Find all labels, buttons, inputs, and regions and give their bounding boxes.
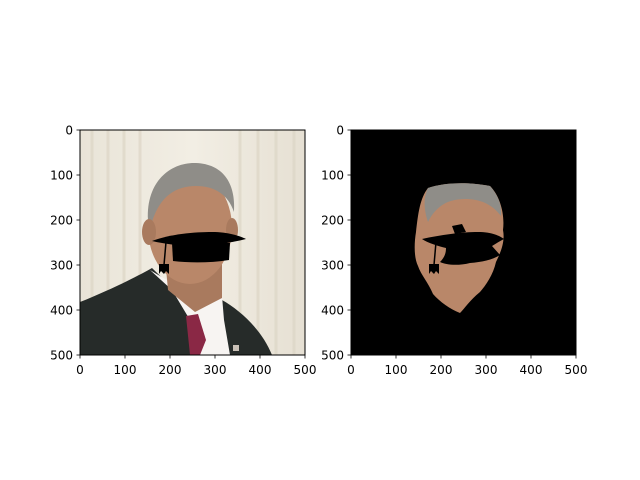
- right-axes-frame: [350, 129, 577, 356]
- right-x-tick-label-2: 200: [430, 363, 453, 377]
- right-x-tick-label-4: 400: [520, 363, 543, 377]
- right-y-tick-label-0: 0: [336, 124, 344, 138]
- left-y-tick-label-3: 300: [50, 259, 73, 273]
- left-y-tick-label-4: 400: [50, 304, 73, 318]
- hat-cutout: [422, 232, 504, 265]
- right-x-tick-label-3: 300: [475, 363, 498, 377]
- curtain-folds: [90, 130, 296, 355]
- left-x-tick-label-2: 200: [159, 363, 182, 377]
- right-y-tick-label-4: 400: [321, 304, 344, 318]
- right-y-tick-label-3: 300: [321, 259, 344, 273]
- left-y-tick-label-5: 500: [50, 349, 73, 363]
- left-x-tick-label-3: 300: [204, 363, 227, 377]
- right-y-tick-label-2: 200: [321, 214, 344, 228]
- right-image-panel: [351, 130, 576, 355]
- left-y-tick-label-1: 100: [50, 169, 73, 183]
- left-x-tick-label-5: 500: [294, 363, 317, 377]
- left-y-tick-label-0: 0: [65, 124, 73, 138]
- right-y-tick-label-1: 100: [321, 169, 344, 183]
- mortarboard-band: [172, 243, 230, 263]
- left-y-tick-label-2: 200: [50, 214, 73, 228]
- necktie: [186, 314, 206, 355]
- left-ear: [142, 219, 156, 245]
- left-axes-frame: [79, 129, 306, 356]
- hair: [147, 162, 235, 222]
- masked-tassel-cord: [433, 241, 437, 266]
- hat-notch: [452, 224, 466, 234]
- left-x-tick-label-1: 100: [114, 363, 137, 377]
- left-image-panel: [80, 130, 305, 355]
- shirt-collar: [150, 270, 230, 355]
- left-x-tick-label-4: 400: [249, 363, 272, 377]
- right-x-tick-label-0: 0: [347, 363, 355, 377]
- lapel-pin: [233, 345, 239, 351]
- tassel: [159, 264, 169, 274]
- right-x-tick-label-5: 500: [565, 363, 588, 377]
- right-y-tick-label-5: 500: [321, 349, 344, 363]
- left-x-tick-label-0: 0: [76, 363, 84, 377]
- tassel-cord: [163, 241, 167, 266]
- right-x-tick-label-1: 100: [385, 363, 408, 377]
- masked-tassel: [429, 264, 439, 274]
- mortarboard-top: [152, 232, 246, 246]
- hair-region: [424, 183, 502, 222]
